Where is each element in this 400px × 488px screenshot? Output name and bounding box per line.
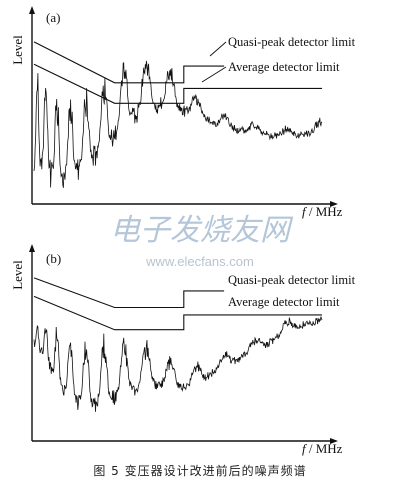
x-axis-label-f: f: [302, 441, 308, 456]
quasi-peak-limit-label: Quasi-peak detector limit: [228, 273, 356, 287]
x-axis-arrow: [330, 201, 338, 207]
quasi-peak-limit-label: Quasi-peak detector limit: [228, 35, 356, 49]
panel-label: (a): [46, 10, 60, 25]
average-limit-label: Average detector limit: [228, 60, 340, 74]
x-axis-label: f / MHz: [302, 204, 343, 219]
average-limit-line: [33, 295, 322, 331]
x-axis-label-f: f: [302, 204, 308, 219]
watermark-cn: 电子发烧友网: [110, 213, 294, 248]
panel-a: Level (a) f / MHz Quasi-peak detector li…: [10, 6, 356, 219]
y-axis-label: Level: [10, 260, 25, 290]
noise-spectrum-trace: [33, 316, 323, 412]
x-axis-label-unit: / MHz: [306, 441, 343, 456]
average-limit-leader: [201, 66, 227, 83]
y-axis-arrow: [29, 6, 35, 14]
quasi-peak-limit-line: [33, 277, 225, 309]
quasi-peak-limit-line: [33, 41, 225, 84]
watermark: 电子发烧友网 www.elecfans.com: [110, 213, 294, 269]
figure-caption: 图 5 变压器设计改进前后的噪声频谱: [93, 464, 307, 478]
noise-spectrum-trace: [33, 60, 323, 188]
panel-label: (b): [46, 251, 61, 266]
panel-b: Level (b) f / MHz Quasi-peak detector li…: [10, 244, 356, 456]
x-axis-label: f / MHz: [302, 441, 343, 456]
quasi-peak-limit-leader: [209, 41, 227, 57]
x-axis-arrow: [330, 438, 338, 444]
y-axis-arrow: [29, 244, 35, 252]
x-axis-label-unit: / MHz: [306, 204, 343, 219]
average-limit-label: Average detector limit: [228, 295, 340, 309]
average-limit-line: [33, 63, 322, 104]
watermark-url: www.elecfans.com: [145, 254, 254, 269]
y-axis-label: Level: [10, 35, 25, 65]
